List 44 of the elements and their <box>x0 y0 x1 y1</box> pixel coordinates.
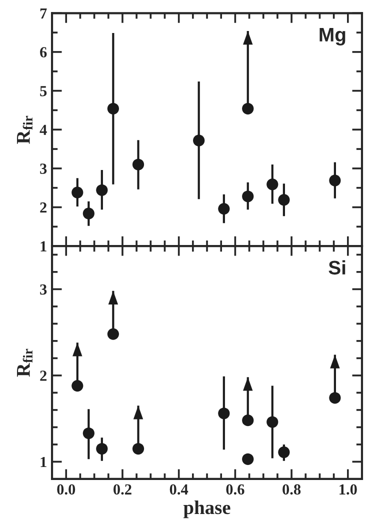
point <box>96 442 108 455</box>
y-axis-title: R$_{fir}$ <box>17 116 32 144</box>
point <box>72 186 84 198</box>
y-tick-label: 7 <box>40 8 47 18</box>
point <box>242 414 254 426</box>
point <box>329 392 341 404</box>
point <box>218 202 230 215</box>
x-tick-label: 0.8 <box>282 484 301 495</box>
point <box>72 380 84 392</box>
annotation: Mg <box>320 28 346 46</box>
y-tick-label: 5 <box>40 86 47 96</box>
point <box>242 102 254 114</box>
y-tick-label: 6 <box>40 47 47 58</box>
y-tick-label: 4 <box>40 124 47 135</box>
x-tick-label: 0.6 <box>226 484 244 495</box>
x-tick-label: 0.0 <box>57 484 76 495</box>
y-tick-label: 3 <box>40 284 47 295</box>
x-tick-label: 1.0 <box>340 484 357 495</box>
point <box>329 174 341 186</box>
point <box>266 178 278 190</box>
point <box>278 446 290 458</box>
point <box>96 184 108 196</box>
y-tick-label: 2 <box>40 202 47 213</box>
x-tick-label: 0.4 <box>170 484 188 495</box>
x-axis-title: phase <box>183 500 230 518</box>
point <box>132 158 144 170</box>
point <box>82 208 94 220</box>
x-tick-label: 0.2 <box>114 484 132 495</box>
point <box>278 194 290 206</box>
point <box>82 427 94 440</box>
point <box>242 453 254 465</box>
point <box>218 408 230 420</box>
annotation: Si <box>328 260 346 275</box>
point <box>107 328 119 340</box>
point <box>132 442 144 455</box>
point <box>242 190 254 202</box>
y-tick-label: 3 <box>40 164 47 174</box>
point <box>107 102 119 114</box>
y-tick-label: 2 <box>40 370 47 381</box>
y-tick-label: 1 <box>40 456 46 468</box>
point <box>193 134 205 146</box>
y-tick-label: 1 <box>40 241 46 252</box>
y-axis-title: R$_{fir}$ <box>17 348 32 377</box>
point <box>266 416 278 428</box>
